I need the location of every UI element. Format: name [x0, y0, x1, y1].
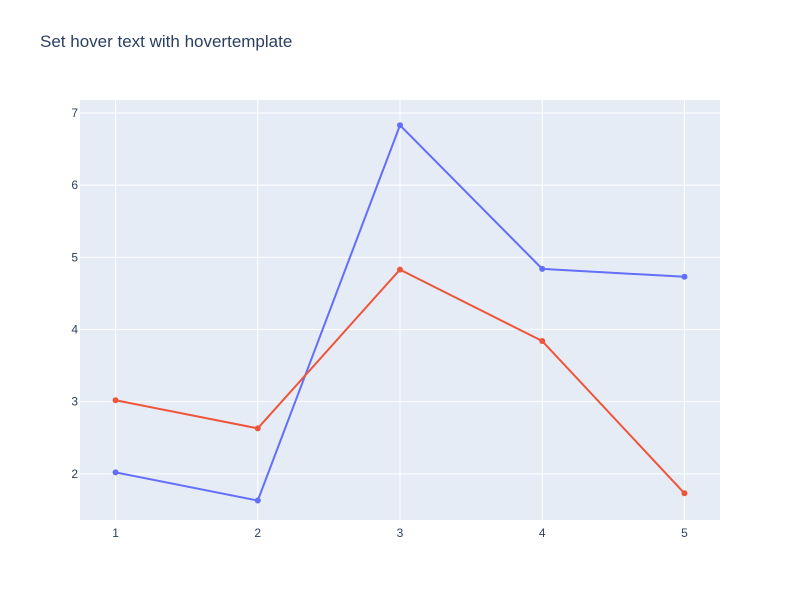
grid-lines	[80, 100, 720, 520]
x-tick-label: 3	[397, 526, 404, 540]
data-point[interactable]	[254, 497, 261, 504]
x-tick-label: 1	[112, 526, 119, 540]
data-point[interactable]	[681, 490, 688, 497]
y-axis-ticks: 2 3 4 5 6 7	[71, 106, 78, 481]
y-tick-label: 7	[71, 106, 78, 120]
chart-title: Set hover text with hovertemplate	[40, 32, 293, 51]
data-point[interactable]	[539, 265, 546, 272]
data-point[interactable]	[112, 469, 119, 476]
points-layer	[112, 122, 688, 504]
data-point[interactable]	[681, 273, 688, 280]
x-axis-ticks: 1 2 3 4 5	[112, 526, 688, 540]
x-tick-label: 2	[254, 526, 261, 540]
y-tick-label: 5	[71, 250, 78, 264]
x-tick-label: 5	[681, 526, 688, 540]
data-point[interactable]	[539, 338, 546, 345]
y-tick-label: 3	[71, 395, 78, 409]
data-point[interactable]	[254, 425, 261, 432]
data-point[interactable]	[112, 397, 119, 404]
data-point[interactable]	[397, 122, 403, 129]
x-tick-label: 4	[539, 526, 546, 540]
y-tick-label: 4	[71, 322, 78, 336]
y-tick-label: 2	[71, 467, 78, 481]
data-point[interactable]	[397, 266, 403, 273]
y-tick-label: 6	[71, 178, 78, 192]
